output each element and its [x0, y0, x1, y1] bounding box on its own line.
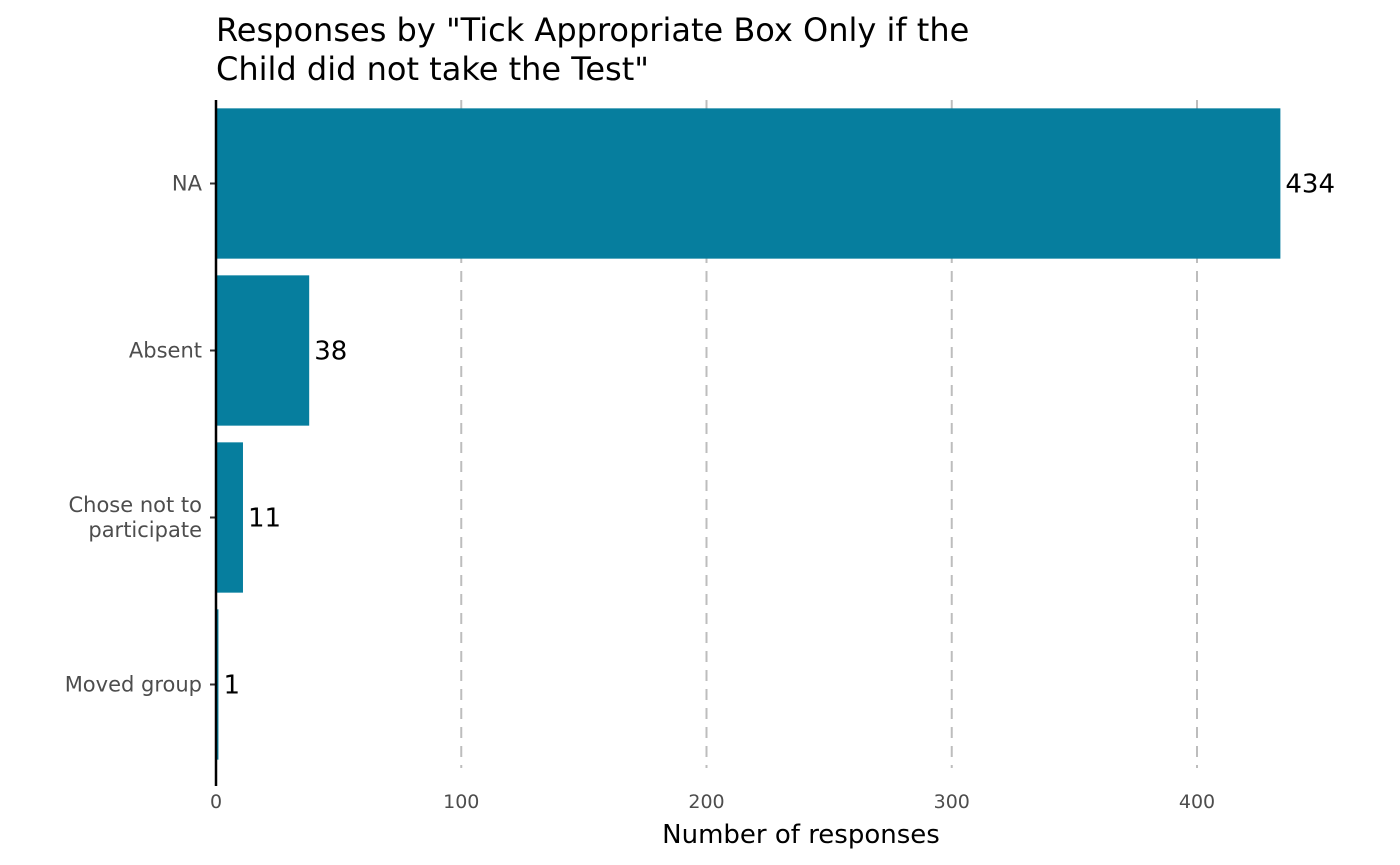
- gridlines: [460, 100, 1198, 768]
- category-label: Absent: [129, 339, 202, 363]
- chart-title: Responses by "Tick Appropriate Box Only …: [216, 11, 969, 88]
- labels: 0 100 200 300 400 NA 434 Absent 38 Chose not to pa…: [65, 170, 1335, 814]
- category-label: NA: [172, 172, 203, 196]
- bar: [216, 442, 243, 593]
- bar: [216, 108, 1281, 259]
- x-tick-label: 0: [210, 791, 222, 813]
- category-label: Moved group: [65, 673, 202, 697]
- data-label: 38: [314, 337, 347, 367]
- x-tick-label: 100: [443, 791, 479, 813]
- bar: [216, 275, 310, 426]
- x-tick-label: 300: [934, 791, 970, 813]
- category-label: Chose not to participate: [68, 493, 202, 542]
- x-tick-label: 400: [1179, 791, 1215, 813]
- chart-title-line-1: Responses by "Tick Appropriate Box Only …: [216, 11, 969, 49]
- bars: [216, 108, 1281, 760]
- x-axis-title: Number of responses: [662, 820, 940, 850]
- data-label: 1: [223, 671, 240, 701]
- chart-title-line-2: Child did not take the Test": [216, 50, 649, 88]
- data-label: 11: [248, 504, 281, 534]
- data-label: 434: [1285, 170, 1335, 200]
- axes: [210, 100, 218, 786]
- x-tick-label: 200: [688, 791, 724, 813]
